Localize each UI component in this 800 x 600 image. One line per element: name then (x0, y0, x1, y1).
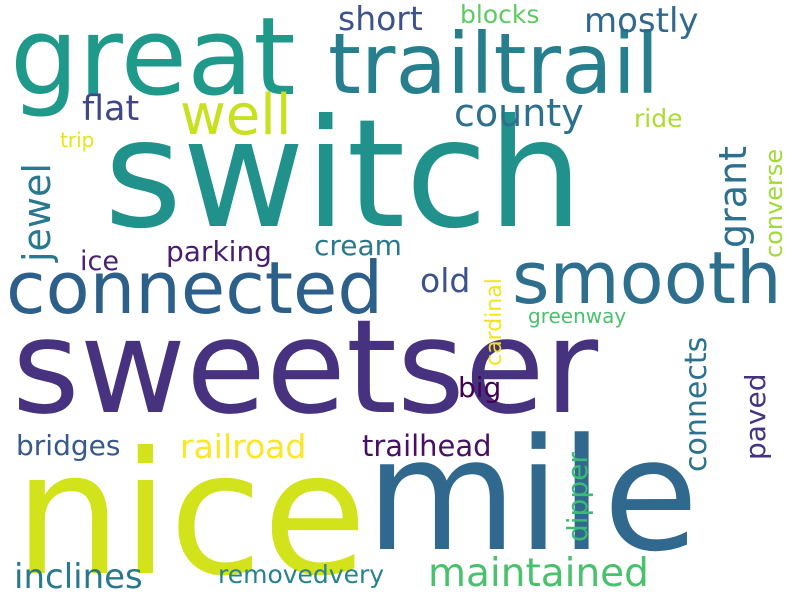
word-maintained: maintained (428, 551, 649, 596)
word-ride: ride (634, 104, 683, 133)
word-county: county (454, 91, 584, 135)
word-cream: cream (314, 229, 402, 262)
word-blocks: blocks (460, 0, 540, 29)
word-greenway: greenway (528, 304, 627, 328)
word-removedvery: removedvery (218, 560, 385, 589)
word-big: big (458, 371, 502, 404)
word-trailhead: trailhead (362, 429, 492, 463)
word-old: old (420, 261, 471, 300)
word-bridges: bridges (16, 429, 121, 462)
word-trip: trip (60, 128, 95, 152)
word-mostly: mostly (584, 1, 699, 41)
word-jewel: jewel (15, 163, 59, 262)
word-flat: flat (82, 89, 140, 129)
word-grant: grant (711, 145, 755, 248)
word-connects: connects (679, 336, 714, 472)
word-dipper: dipper (561, 452, 594, 542)
word-converse: converse (760, 148, 788, 258)
word-short: short (338, 0, 423, 38)
word-parking: parking (166, 235, 272, 268)
word-mile: mile (366, 405, 699, 586)
word-smooth: smooth (512, 236, 782, 320)
word-well: well (180, 83, 292, 148)
word-trailtrail: trailtrail (328, 15, 660, 113)
word-sweetser: sweetser (12, 291, 599, 443)
word-great: great (10, 0, 296, 120)
word-paved: paved (739, 373, 772, 460)
word-cardinal: cardinal (482, 278, 507, 366)
word-connected: connected (6, 246, 384, 330)
word-inclines: inclines (14, 557, 143, 597)
word-ice: ice (80, 246, 119, 277)
word-nice: nice (14, 416, 368, 600)
word-switch: switch (104, 88, 583, 262)
word-railroad: railroad (180, 427, 307, 466)
